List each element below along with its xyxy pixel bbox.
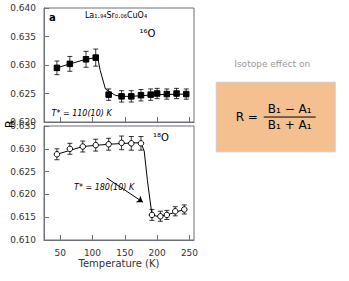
svg-text:0.635: 0.635 [10, 32, 36, 42]
svg-text:0.635: 0.635 [10, 121, 36, 131]
svg-text:Isotope effect on: Isotope effect on [234, 59, 310, 69]
svg-text:¹⁸O: ¹⁸O [153, 132, 169, 143]
svg-text:0.630: 0.630 [10, 60, 36, 70]
svg-text:T* = 180(10) K: T* = 180(10) K [74, 183, 135, 192]
svg-text:0.625: 0.625 [10, 167, 36, 177]
svg-text:0.610: 0.610 [10, 235, 36, 245]
svg-text:50: 50 [54, 248, 66, 258]
svg-text:100: 100 [84, 248, 101, 258]
svg-text:0.630: 0.630 [10, 144, 36, 154]
svg-text:B₁ + A₁: B₁ + A₁ [268, 118, 312, 132]
svg-text:0.625: 0.625 [10, 89, 36, 99]
svg-text:250: 250 [181, 248, 198, 258]
svg-text:T* = 110(10) K: T* = 110(10) K [52, 109, 113, 118]
svg-text:La₁.₉₄Sr₀.₀₆CuO₄: La₁.₉₄Sr₀.₀₆CuO₄ [85, 11, 147, 20]
svg-text:¹⁶O: ¹⁶O [140, 28, 156, 39]
svg-text:a: a [49, 12, 56, 23]
svg-text:R =: R = [236, 110, 258, 124]
svg-text:Temperature (K): Temperature (K) [78, 258, 160, 269]
svg-text:0.620: 0.620 [10, 189, 36, 199]
svg-text:0.615: 0.615 [10, 212, 36, 222]
svg-text:150: 150 [116, 248, 133, 258]
svg-text:B₁ − A₁: B₁ − A₁ [268, 102, 312, 116]
svg-text:200: 200 [149, 248, 166, 258]
svg-text:R: R [3, 120, 17, 128]
svg-text:0.640: 0.640 [10, 3, 36, 13]
